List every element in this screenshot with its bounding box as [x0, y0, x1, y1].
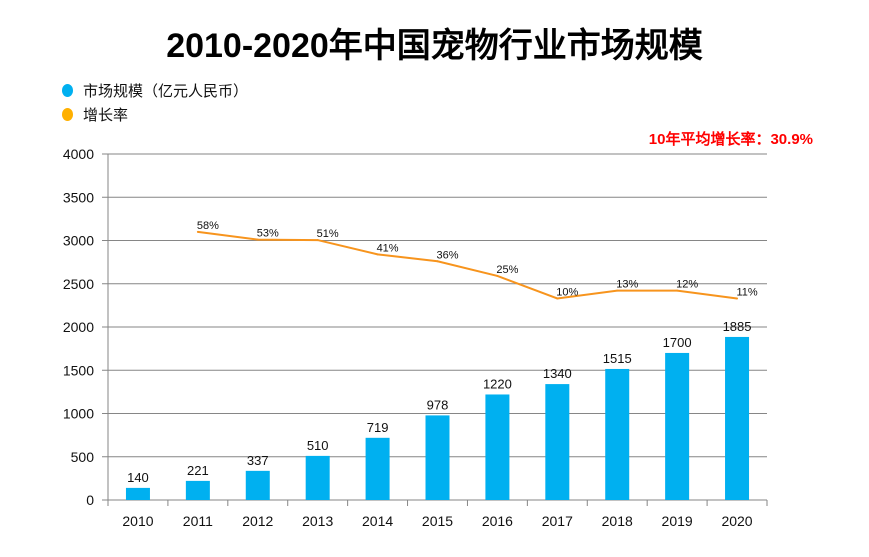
bar-2011 — [185, 480, 210, 500]
y-tick-label: 2500 — [63, 276, 94, 292]
bar-value-label: 719 — [367, 420, 389, 435]
bar-2013 — [305, 455, 330, 500]
growth-rate-label: 41% — [377, 242, 399, 254]
x-tick-label: 2016 — [482, 513, 513, 529]
growth-point-2013 — [316, 239, 319, 242]
bar-value-label: 140 — [127, 470, 149, 485]
x-tick-label: 2010 — [122, 513, 153, 529]
bar-2020 — [725, 336, 750, 500]
growth-rate-label: 58% — [197, 220, 219, 232]
bar-2018 — [605, 368, 630, 500]
growth-rate-label: 51% — [317, 228, 339, 240]
bar-value-label: 1220 — [483, 376, 512, 391]
bar-value-label: 337 — [247, 453, 269, 468]
growth-rate-label: 12% — [676, 279, 698, 291]
legend-item-growth-rate: 增长率 — [62, 102, 248, 126]
y-tick-label: 3500 — [63, 189, 94, 205]
y-tick-label: 4000 — [63, 146, 94, 162]
growth-rate-label: 11% — [736, 286, 757, 298]
growth-rate-label: 53% — [257, 228, 279, 240]
bar-2012 — [245, 470, 270, 500]
growth-point-2020 — [736, 297, 739, 300]
y-tick-label: 2000 — [63, 319, 94, 335]
legend-label-market-size: 市场规模（亿元人民币） — [83, 82, 249, 100]
growth-rate-line — [197, 230, 738, 300]
legend-swatch-market-size — [62, 83, 73, 97]
bar-2017 — [545, 384, 570, 500]
x-tick-label: 2014 — [362, 513, 393, 529]
bar-2015 — [425, 415, 450, 500]
growth-point-2018 — [616, 289, 619, 292]
growth-point-2014 — [376, 253, 379, 256]
bar-value-label: 1515 — [603, 351, 632, 366]
bar-value-label: 978 — [427, 397, 449, 412]
y-tick-label: 3000 — [63, 233, 94, 249]
growth-rate-label: 13% — [616, 279, 638, 291]
growth-point-2016 — [496, 274, 499, 277]
y-tick-label: 500 — [71, 449, 95, 465]
legend-item-market-size: 市场规模（亿元人民币） — [62, 78, 248, 102]
x-tick-label: 2019 — [662, 513, 693, 529]
x-tick-label: 2017 — [542, 513, 573, 529]
average-growth-annotation: 10年平均增长率：30.9% — [648, 131, 813, 148]
growth-point-2015 — [436, 260, 439, 263]
growth-rate-label: 10% — [556, 286, 578, 298]
x-tick-label: 2012 — [242, 513, 273, 529]
x-tick-label: 2013 — [302, 513, 333, 529]
growth-point-2012 — [256, 238, 259, 241]
x-tick-label: 2020 — [721, 513, 752, 529]
legend: 市场规模（亿元人民币） 增长率 — [62, 78, 248, 126]
x-tick-label: 2015 — [422, 513, 453, 529]
bar-2014 — [365, 437, 390, 500]
bar-value-label: 510 — [307, 438, 329, 453]
bar-2010 — [125, 487, 150, 500]
bar-value-label: 1885 — [723, 319, 752, 334]
growth-rate-label: 25% — [496, 264, 518, 276]
y-tick-label: 1500 — [63, 362, 94, 378]
x-tick-label: 2011 — [183, 513, 213, 529]
y-tick-label: 1000 — [63, 406, 94, 422]
growth-rate-label: 36% — [436, 249, 458, 261]
bar-value-label: 1340 — [543, 366, 572, 381]
growth-point-2011 — [196, 230, 199, 233]
bar-value-label: 1700 — [663, 335, 692, 350]
bar-2016 — [485, 394, 510, 500]
legend-label-growth-rate: 增长率 — [83, 106, 129, 124]
growth-point-2017 — [556, 297, 559, 300]
bar-2019 — [665, 352, 690, 500]
growth-point-2019 — [676, 289, 679, 292]
legend-swatch-growth-rate — [62, 107, 73, 121]
y-tick-label: 0 — [86, 492, 94, 508]
x-tick-label: 2018 — [602, 513, 633, 529]
bar-value-label: 221 — [187, 463, 209, 478]
chart-title: 2010-2020年中国宠物行业市场规模 — [166, 27, 703, 65]
